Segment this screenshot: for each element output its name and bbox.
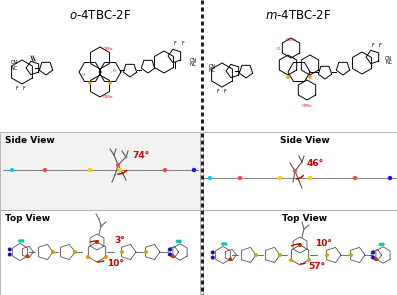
Text: Top View: Top View bbox=[5, 214, 50, 223]
Circle shape bbox=[349, 253, 353, 257]
Circle shape bbox=[254, 253, 258, 257]
Circle shape bbox=[88, 81, 92, 85]
Circle shape bbox=[21, 239, 24, 243]
Circle shape bbox=[51, 250, 55, 254]
Bar bbox=[203, 210, 397, 295]
Circle shape bbox=[100, 224, 102, 227]
Bar bbox=[203, 132, 397, 210]
Text: 10°: 10° bbox=[315, 239, 332, 248]
Text: $\rm{OMe}$: $\rm{OMe}$ bbox=[102, 93, 114, 99]
Circle shape bbox=[73, 250, 77, 254]
Circle shape bbox=[298, 243, 302, 247]
Circle shape bbox=[125, 155, 127, 158]
Text: CN: CN bbox=[11, 60, 18, 65]
Text: $\rm{O}$: $\rm{O}$ bbox=[276, 45, 281, 52]
Text: F: F bbox=[217, 89, 220, 94]
Circle shape bbox=[18, 239, 22, 243]
Text: $\rm{OMe}$: $\rm{OMe}$ bbox=[102, 45, 114, 52]
Circle shape bbox=[171, 254, 175, 258]
Text: F: F bbox=[224, 89, 226, 94]
Text: F: F bbox=[379, 43, 382, 48]
Text: F: F bbox=[372, 43, 374, 48]
Circle shape bbox=[224, 242, 227, 246]
Text: Side View: Side View bbox=[280, 136, 330, 145]
Circle shape bbox=[307, 258, 311, 262]
Circle shape bbox=[116, 163, 120, 167]
Text: 57°: 57° bbox=[308, 262, 325, 271]
Circle shape bbox=[8, 248, 12, 251]
Text: Side View: Side View bbox=[5, 136, 55, 145]
Text: $\rm{O}$: $\rm{O}$ bbox=[112, 66, 117, 73]
Circle shape bbox=[278, 176, 282, 180]
Text: F: F bbox=[23, 86, 25, 91]
Text: NC: NC bbox=[190, 63, 197, 68]
Circle shape bbox=[371, 250, 375, 255]
Text: $\it{m}$-4TBC-2F: $\it{m}$-4TBC-2F bbox=[265, 9, 331, 22]
Bar bbox=[0, 210, 200, 295]
Circle shape bbox=[371, 255, 375, 260]
Circle shape bbox=[144, 250, 148, 254]
Circle shape bbox=[86, 255, 90, 259]
Circle shape bbox=[43, 168, 47, 172]
Circle shape bbox=[353, 176, 357, 180]
Text: $\rm{O}$: $\rm{O}$ bbox=[81, 71, 86, 78]
Bar bbox=[0, 132, 200, 210]
Text: CN: CN bbox=[190, 58, 197, 63]
Text: CN: CN bbox=[385, 55, 392, 60]
Text: F: F bbox=[173, 41, 176, 46]
Circle shape bbox=[238, 176, 242, 180]
Circle shape bbox=[10, 168, 14, 172]
Circle shape bbox=[211, 255, 215, 260]
Circle shape bbox=[308, 75, 312, 79]
Text: $\it{o}$-4TBC-2F: $\it{o}$-4TBC-2F bbox=[69, 9, 131, 22]
Circle shape bbox=[228, 257, 232, 261]
Circle shape bbox=[278, 253, 282, 257]
Text: 46°: 46° bbox=[307, 158, 324, 168]
Circle shape bbox=[118, 168, 122, 172]
Circle shape bbox=[293, 169, 297, 173]
Circle shape bbox=[289, 258, 293, 262]
Circle shape bbox=[108, 81, 112, 85]
Text: NC: NC bbox=[385, 60, 392, 65]
Text: Top View: Top View bbox=[282, 214, 328, 223]
Circle shape bbox=[95, 240, 99, 244]
Text: $\rm{OMe}$: $\rm{OMe}$ bbox=[285, 36, 297, 43]
Circle shape bbox=[192, 168, 196, 172]
Circle shape bbox=[120, 250, 124, 254]
Circle shape bbox=[25, 254, 29, 258]
Circle shape bbox=[8, 253, 12, 257]
Circle shape bbox=[168, 248, 172, 252]
Circle shape bbox=[381, 242, 385, 246]
Circle shape bbox=[325, 253, 329, 257]
Text: CN: CN bbox=[209, 63, 216, 68]
Circle shape bbox=[286, 75, 290, 79]
Circle shape bbox=[104, 255, 108, 259]
Circle shape bbox=[308, 176, 312, 180]
Circle shape bbox=[208, 176, 212, 180]
Text: NC: NC bbox=[209, 68, 216, 73]
Text: 74°: 74° bbox=[132, 152, 149, 160]
Circle shape bbox=[374, 257, 378, 261]
Text: 3°: 3° bbox=[114, 236, 125, 245]
Circle shape bbox=[163, 168, 167, 172]
Circle shape bbox=[88, 168, 92, 172]
Circle shape bbox=[168, 253, 172, 256]
Text: F: F bbox=[181, 41, 184, 46]
Circle shape bbox=[388, 176, 392, 180]
Text: 10°: 10° bbox=[107, 259, 124, 268]
Circle shape bbox=[379, 242, 382, 246]
Circle shape bbox=[221, 242, 225, 246]
Text: F: F bbox=[15, 86, 18, 91]
Circle shape bbox=[178, 240, 182, 243]
Text: $\rm{OMe}$: $\rm{OMe}$ bbox=[301, 102, 313, 109]
Text: NC: NC bbox=[11, 65, 18, 71]
Circle shape bbox=[176, 240, 179, 243]
Circle shape bbox=[211, 250, 215, 255]
